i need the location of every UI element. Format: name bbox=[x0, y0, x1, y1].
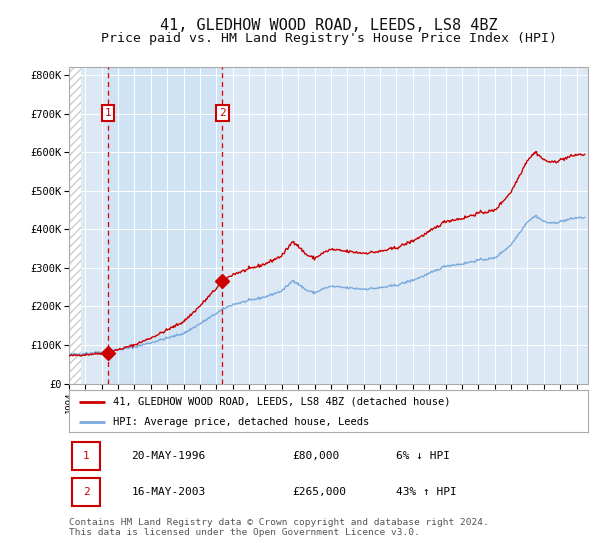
Text: 20-MAY-1996: 20-MAY-1996 bbox=[131, 451, 206, 461]
Text: 1: 1 bbox=[83, 451, 89, 461]
Text: £265,000: £265,000 bbox=[292, 487, 346, 497]
Text: 1: 1 bbox=[104, 108, 112, 118]
Text: 43% ↑ HPI: 43% ↑ HPI bbox=[396, 487, 457, 497]
Text: Contains HM Land Registry data © Crown copyright and database right 2024.
This d: Contains HM Land Registry data © Crown c… bbox=[69, 518, 489, 538]
Text: 6% ↓ HPI: 6% ↓ HPI bbox=[396, 451, 450, 461]
FancyBboxPatch shape bbox=[71, 478, 100, 506]
Text: HPI: Average price, detached house, Leeds: HPI: Average price, detached house, Leed… bbox=[113, 417, 370, 427]
Text: 16-MAY-2003: 16-MAY-2003 bbox=[131, 487, 206, 497]
Text: Price paid vs. HM Land Registry's House Price Index (HPI): Price paid vs. HM Land Registry's House … bbox=[101, 32, 557, 45]
Text: 41, GLEDHOW WOOD ROAD, LEEDS, LS8 4BZ: 41, GLEDHOW WOOD ROAD, LEEDS, LS8 4BZ bbox=[160, 18, 497, 33]
Text: 2: 2 bbox=[83, 487, 89, 497]
Bar bbox=[108, 67, 223, 384]
Text: 2: 2 bbox=[219, 108, 226, 118]
Text: £80,000: £80,000 bbox=[292, 451, 340, 461]
FancyBboxPatch shape bbox=[71, 442, 100, 470]
Text: 41, GLEDHOW WOOD ROAD, LEEDS, LS8 4BZ (detached house): 41, GLEDHOW WOOD ROAD, LEEDS, LS8 4BZ (d… bbox=[113, 396, 451, 407]
